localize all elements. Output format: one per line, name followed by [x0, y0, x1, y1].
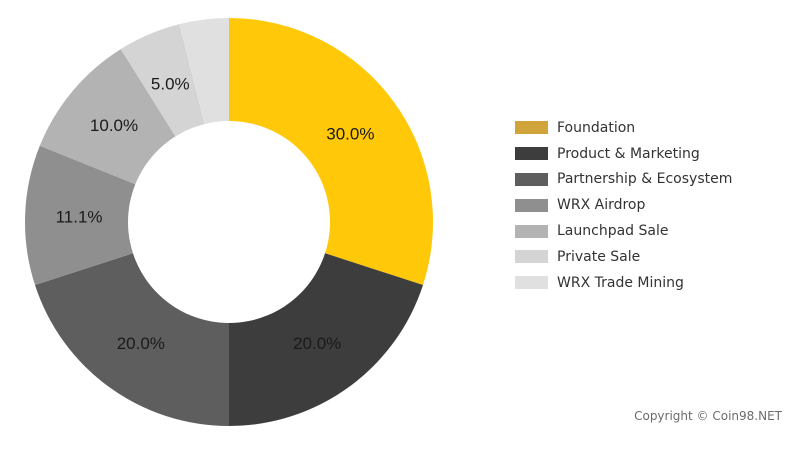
legend-label: Private Sale: [557, 248, 641, 265]
slice-value-label: 20.0%: [293, 334, 341, 353]
legend-item: Product & Marketing: [515, 141, 732, 167]
legend-item: Foundation: [515, 115, 732, 141]
legend-label: Foundation: [557, 119, 636, 136]
copyright-text: Copyright © Coin98.NET: [634, 409, 782, 423]
legend-label: WRX Trade Mining: [557, 274, 684, 291]
slice-wrx-airdrop: [24, 145, 229, 286]
slice-value-label: 11.1%: [56, 207, 103, 226]
legend-item: Partnership & Ecosystem: [515, 167, 732, 193]
legend-label: Partnership & Ecosystem: [557, 171, 733, 188]
legend-item: Private Sale: [515, 244, 732, 270]
legend-swatch: [515, 147, 548, 161]
legend-swatch: [515, 224, 548, 238]
legend-item: WRX Trade Mining: [515, 270, 732, 296]
chart-legend: Foundation Product & Marketing Partnership…: [515, 115, 732, 296]
legend-swatch: [515, 172, 548, 186]
legend-swatch: [515, 121, 548, 135]
slice-value-label: 10.0%: [90, 116, 138, 135]
legend-label: WRX Airdrop: [557, 197, 646, 214]
slice-labels: 30.0% 20.0% 20.0% 11.1% 10.0% 5.0%: [56, 74, 375, 352]
slice-value-label: 20.0%: [117, 334, 165, 353]
legend-swatch: [515, 276, 548, 290]
slice-value-label: 30.0%: [326, 124, 374, 143]
legend-item: WRX Airdrop: [515, 192, 732, 218]
legend-item: Launchpad Sale: [515, 218, 732, 244]
legend-label: Launchpad Sale: [557, 223, 669, 240]
legend-swatch: [515, 250, 548, 264]
legend-label: Product & Marketing: [557, 145, 700, 162]
legend-swatch: [515, 198, 548, 212]
donut-hole: [128, 121, 330, 323]
slice-value-label: 5.0%: [151, 74, 190, 93]
